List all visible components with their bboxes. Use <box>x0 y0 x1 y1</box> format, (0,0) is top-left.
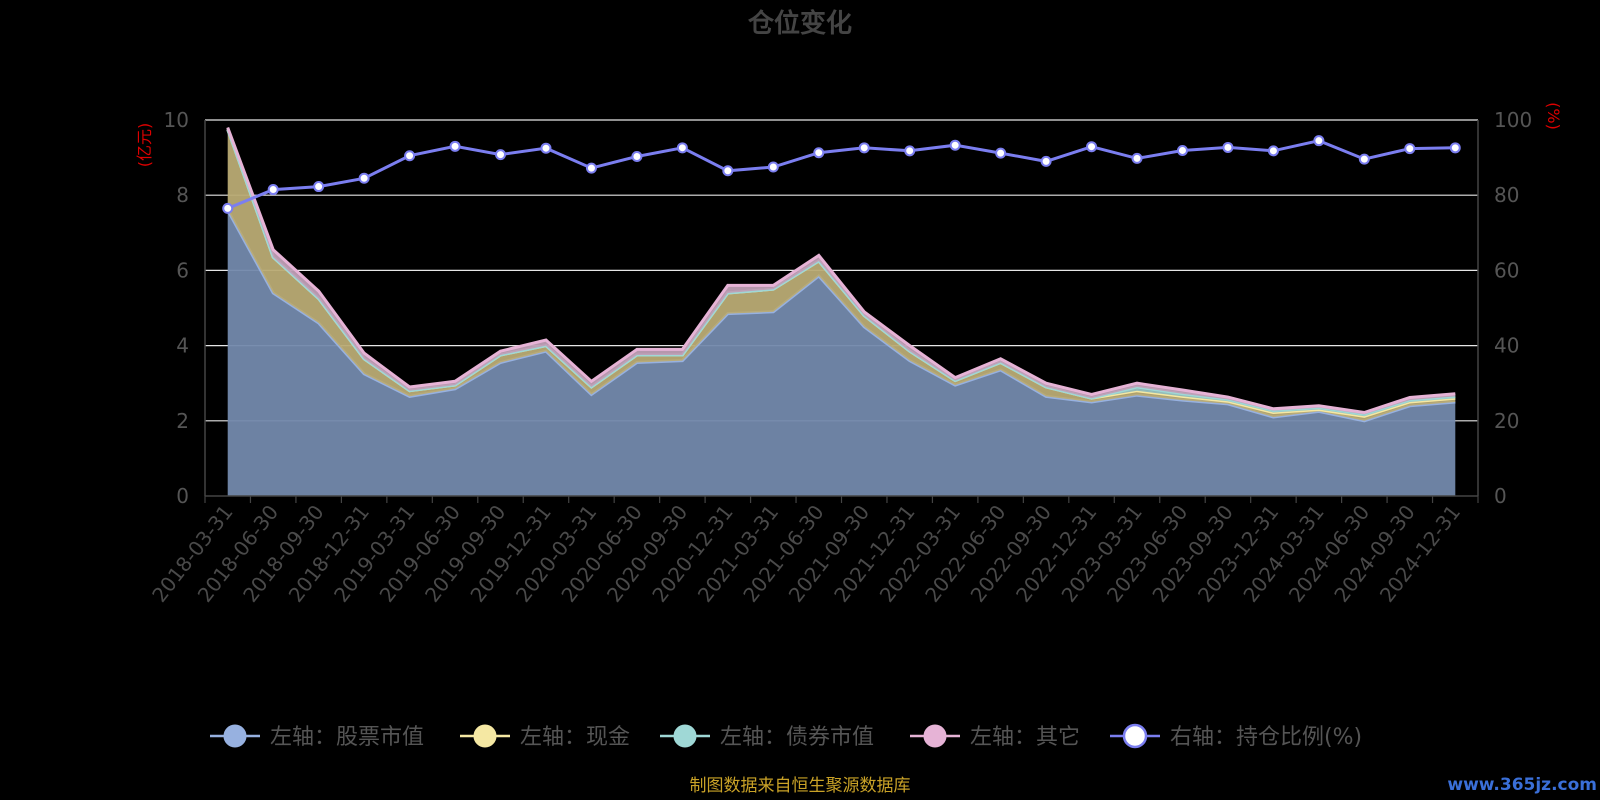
chart-title: 仓位变化 <box>747 8 852 39</box>
legend-label: 右轴：持仓比例(%) <box>1170 725 1362 750</box>
ratio-point <box>1313 135 1325 147</box>
ratio-line <box>227 139 1456 210</box>
ratio-point <box>1131 152 1143 164</box>
legend: 左轴：股票市值 左轴：现金 左轴：债券市值 左轴：其它 右轴：持仓比例(%) <box>210 723 1362 750</box>
watermark: www.365jz.com <box>1447 775 1597 795</box>
ratio-line-layer <box>222 135 1461 214</box>
left-tick-label: 0 <box>176 484 189 508</box>
ratio-point <box>1086 141 1098 153</box>
right-tick-label: 60 <box>1494 258 1519 282</box>
right-tick-label: 20 <box>1494 409 1519 433</box>
legend-label: 左轴：股票市值 <box>270 725 424 750</box>
legend-swatch-marker <box>923 724 947 748</box>
ratio-point <box>1404 143 1416 155</box>
ratio-point <box>1040 155 1052 167</box>
line-other <box>226 126 1456 415</box>
ratio-point <box>313 181 325 193</box>
legend-item-ratio: 右轴：持仓比例(%) <box>1110 723 1362 750</box>
left-tick-label: 10 <box>164 108 189 132</box>
ratio-point <box>358 172 370 184</box>
ratio-point <box>631 150 643 162</box>
ratio-point <box>449 140 461 152</box>
ratio-point <box>722 165 734 177</box>
ratio-point <box>540 142 552 154</box>
legend-swatch-marker <box>473 724 497 748</box>
left-tick-label: 4 <box>176 334 189 358</box>
right-axis-unit: (%) <box>1544 102 1563 130</box>
left-tick-label: 8 <box>176 183 189 207</box>
legend-item-other: 左轴：其它 <box>910 724 1080 750</box>
ratio-point <box>949 139 961 151</box>
right-tick-label: 0 <box>1494 484 1507 508</box>
legend-swatch-marker <box>673 724 697 748</box>
ratio-point <box>813 147 825 159</box>
legend-label: 左轴：其它 <box>970 725 1080 750</box>
ratio-point <box>267 184 279 196</box>
ratio-point <box>585 162 597 174</box>
legend-swatch-marker <box>1122 723 1148 749</box>
ratio-point <box>1176 144 1188 156</box>
ratio-point <box>1449 142 1461 154</box>
ratio-point <box>1267 145 1279 157</box>
left-tick-label: 6 <box>176 258 189 282</box>
right-tick-label: 100 <box>1494 108 1532 132</box>
ratio-point <box>904 145 916 157</box>
area-stock <box>227 210 1456 496</box>
stacked-areas <box>226 126 1456 496</box>
legend-item-bond: 左轴：债券市值 <box>660 724 874 750</box>
left-tick-label: 2 <box>176 409 189 433</box>
right-tick-label: 40 <box>1494 334 1519 358</box>
ratio-point <box>1222 141 1234 153</box>
ratio-point <box>1358 153 1370 165</box>
legend-item-stock: 左轴：股票市值 <box>210 724 424 750</box>
ratio-point <box>404 150 416 162</box>
source-note: 制图数据来自恒生聚源数据库 <box>690 776 911 796</box>
legend-label: 左轴：债券市值 <box>720 725 874 750</box>
legend-swatch-marker <box>223 724 247 748</box>
left-axis-unit: (亿元) <box>135 123 154 168</box>
legend-item-cash: 左轴：现金 <box>460 724 630 750</box>
ratio-point <box>222 202 234 214</box>
ratio-point <box>858 142 870 154</box>
ratio-point <box>676 142 688 154</box>
legend-label: 左轴：现金 <box>520 725 630 750</box>
ratio-point <box>495 149 507 161</box>
ratio-point <box>995 147 1007 159</box>
right-tick-label: 80 <box>1494 183 1519 207</box>
ratio-point <box>767 161 779 173</box>
